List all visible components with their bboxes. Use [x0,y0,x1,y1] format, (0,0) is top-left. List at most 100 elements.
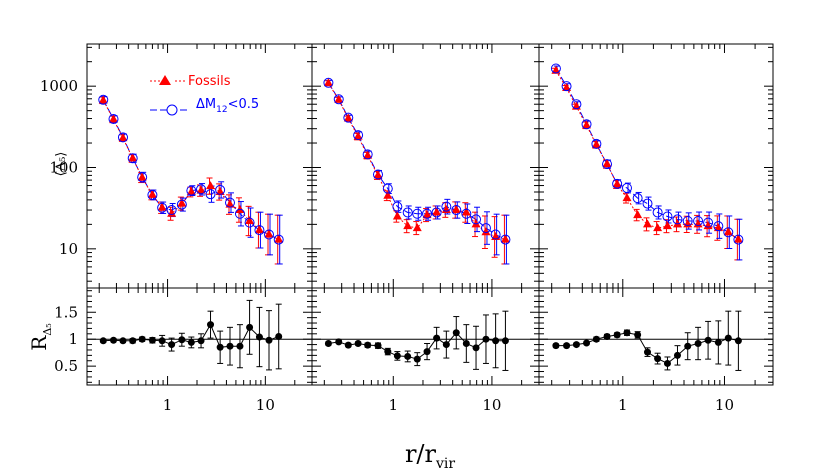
x-tick-label: 10 [256,396,275,414]
bottom-y-axis-label-main: R [27,335,51,351]
dm12-point [353,130,364,141]
ratio-point [148,336,156,344]
ratio-point [714,338,722,346]
fossils-point [254,225,264,234]
dm12-point [490,229,501,240]
ratio-point [275,333,283,340]
fossils-point [562,82,572,91]
dm12-point [733,234,744,245]
ratio-point [129,337,137,345]
fossils-point [177,198,187,207]
fossils-point [432,207,442,216]
legend-fossils-label: Fossils [188,74,231,89]
legend-dm12-label: ΔM12<0.5 [196,97,259,115]
ratio-point [335,338,343,346]
fossils-point [481,227,491,236]
legend-dm12-symbol: ΔM [196,97,216,112]
x-tick-label: 1 [163,396,173,414]
ratio-point [207,321,215,329]
dm12-point [323,77,334,88]
ratio-point [684,342,692,350]
ratio-point [734,337,742,345]
bottom-y-tick-label: 0.5 [54,357,78,375]
fossils-point [157,202,167,211]
fossils-point [147,189,157,198]
fossils-point [643,219,653,228]
fossils-point [633,210,643,219]
dm12-point [480,223,491,234]
dm12-point [571,99,582,110]
dm12-point [561,81,572,92]
ratio-point [592,335,600,343]
ratio-point [462,340,470,348]
legend-dm12-marker [166,104,178,116]
dm12-point [662,211,673,222]
dm12-point [264,229,275,240]
ratio-point [119,337,127,345]
ratio-point [694,340,702,348]
dm12-point [632,193,643,204]
ratio-point [110,336,118,344]
dm12-point [343,112,354,123]
dm12-point [652,207,663,218]
ratio-point [158,337,166,345]
ratio-point [246,323,254,331]
fossils-point [662,221,672,230]
ratio-point [482,335,490,343]
x-axis-label-main: r/r [405,440,437,468]
ratio-point [673,351,681,359]
fossils-point [412,223,422,232]
dm12-point [382,183,393,194]
dm12-point [471,214,482,225]
dm12-point [234,208,245,219]
top-y-tick-label: 1000 [40,77,78,95]
ratio-point [613,331,621,339]
dm12-point [431,207,442,218]
dm12-point [621,182,632,193]
x-tick-label: 10 [715,396,734,414]
dm12-point [672,214,683,225]
fossils-point [703,221,713,230]
fossils-point [571,101,581,110]
fossils-point [363,150,373,159]
ratio-point [492,337,500,345]
fossils-point [471,219,481,228]
panel-frame-bottom-2 [538,287,774,386]
x-tick-label: 1 [618,396,628,414]
ratio-point [433,334,441,342]
fossils-point [343,113,353,122]
bottom-y-axis-label-sub: Δ₅ [41,323,54,335]
dm12-point [703,217,714,228]
x-tick-label: 1 [389,396,399,414]
ratio-point [265,336,273,344]
ratio-point [572,341,580,349]
legend: Fossils ΔM12<0.5 [150,74,259,116]
ratio-point [344,341,352,349]
dm12-point [147,189,158,200]
fossils-point [451,205,461,214]
top-y-axis-label: ⟨Δ₅⟩ [54,152,69,177]
fossils-point [622,193,632,202]
fossils-point [693,219,703,228]
dm12-point [196,184,207,195]
dm12-point [500,234,511,245]
fossils-point [500,234,510,243]
ratio-point [216,343,224,351]
fossils-point [653,223,663,232]
fossils-point [582,120,592,129]
fossils-point [274,234,284,243]
ratio-point [384,348,392,356]
dm12-point [127,153,138,164]
dm12-line [555,68,739,240]
dm12-point [215,184,226,195]
ratio-point [724,334,732,342]
ratio-point [563,342,571,350]
dm12-point [186,185,197,196]
axes-layer: 1 10 1 10 1 10 10 100 1000 0.5 1 1.5 [40,43,774,414]
dm12-point [157,202,168,213]
fossils-point [98,95,108,104]
fossils-point [461,207,471,216]
bottom-y-axis-label: RΔ₅ [27,323,54,350]
fossils-point [422,210,432,219]
dm12-point [682,215,693,226]
